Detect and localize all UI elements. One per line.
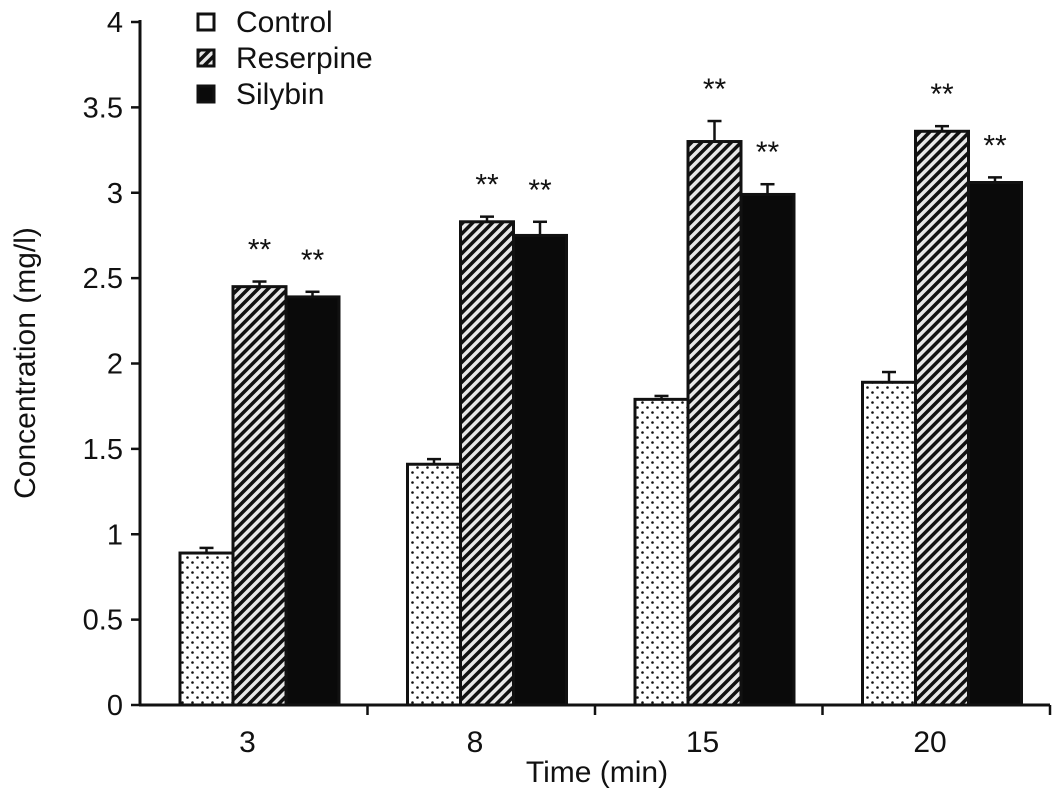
significance-label: ** [756, 136, 780, 169]
legend-swatch-silybin [196, 84, 216, 104]
significance-label: ** [248, 234, 272, 267]
y-tick-label: 2.5 [83, 263, 123, 295]
significance-label: ** [983, 129, 1007, 162]
significance-label: ** [301, 244, 325, 277]
bar-reserpine [231, 285, 288, 707]
significance-label: ** [930, 78, 954, 111]
y-tick-label: 4 [107, 7, 123, 39]
y-tick-label: 2 [107, 349, 123, 381]
bar-silybin [512, 233, 568, 707]
bar-reserpine [686, 140, 743, 707]
legend-label: Reserpine [236, 42, 373, 75]
bar-control [406, 462, 462, 707]
y-tick-label: 1 [107, 519, 123, 551]
significance-label: ** [475, 169, 499, 202]
y-tick-label: 3.5 [83, 92, 123, 124]
significance-label: ** [703, 73, 727, 106]
x-tick-label: 8 [467, 726, 484, 759]
bar-reserpine [459, 220, 515, 707]
y-tick-label: 0.5 [83, 605, 123, 637]
legend-swatch-control [196, 12, 216, 32]
bar-silybin [284, 295, 341, 707]
x-tick-label: 15 [686, 726, 719, 759]
significance-label: ** [528, 174, 552, 207]
y-tick-label: 1.5 [83, 434, 123, 466]
bar-reserpine [914, 129, 970, 707]
bar-control [861, 380, 917, 707]
y-axis-label: Concentration (mg/l) [9, 227, 42, 499]
legend-label: Control [236, 6, 333, 39]
bar-control [178, 551, 235, 707]
x-tick-label: 20 [913, 726, 946, 759]
y-tick-label: 0 [107, 690, 123, 722]
x-tick-label: 3 [239, 726, 256, 759]
bar-control [633, 397, 690, 707]
y-tick-label: 3 [107, 178, 123, 210]
legend-swatch-reserpine [196, 48, 216, 68]
bar-silybin [967, 181, 1023, 707]
legend-label: Silybin [236, 78, 324, 111]
bar-silybin [739, 192, 796, 707]
x-axis-label: Time (min) [526, 756, 668, 789]
